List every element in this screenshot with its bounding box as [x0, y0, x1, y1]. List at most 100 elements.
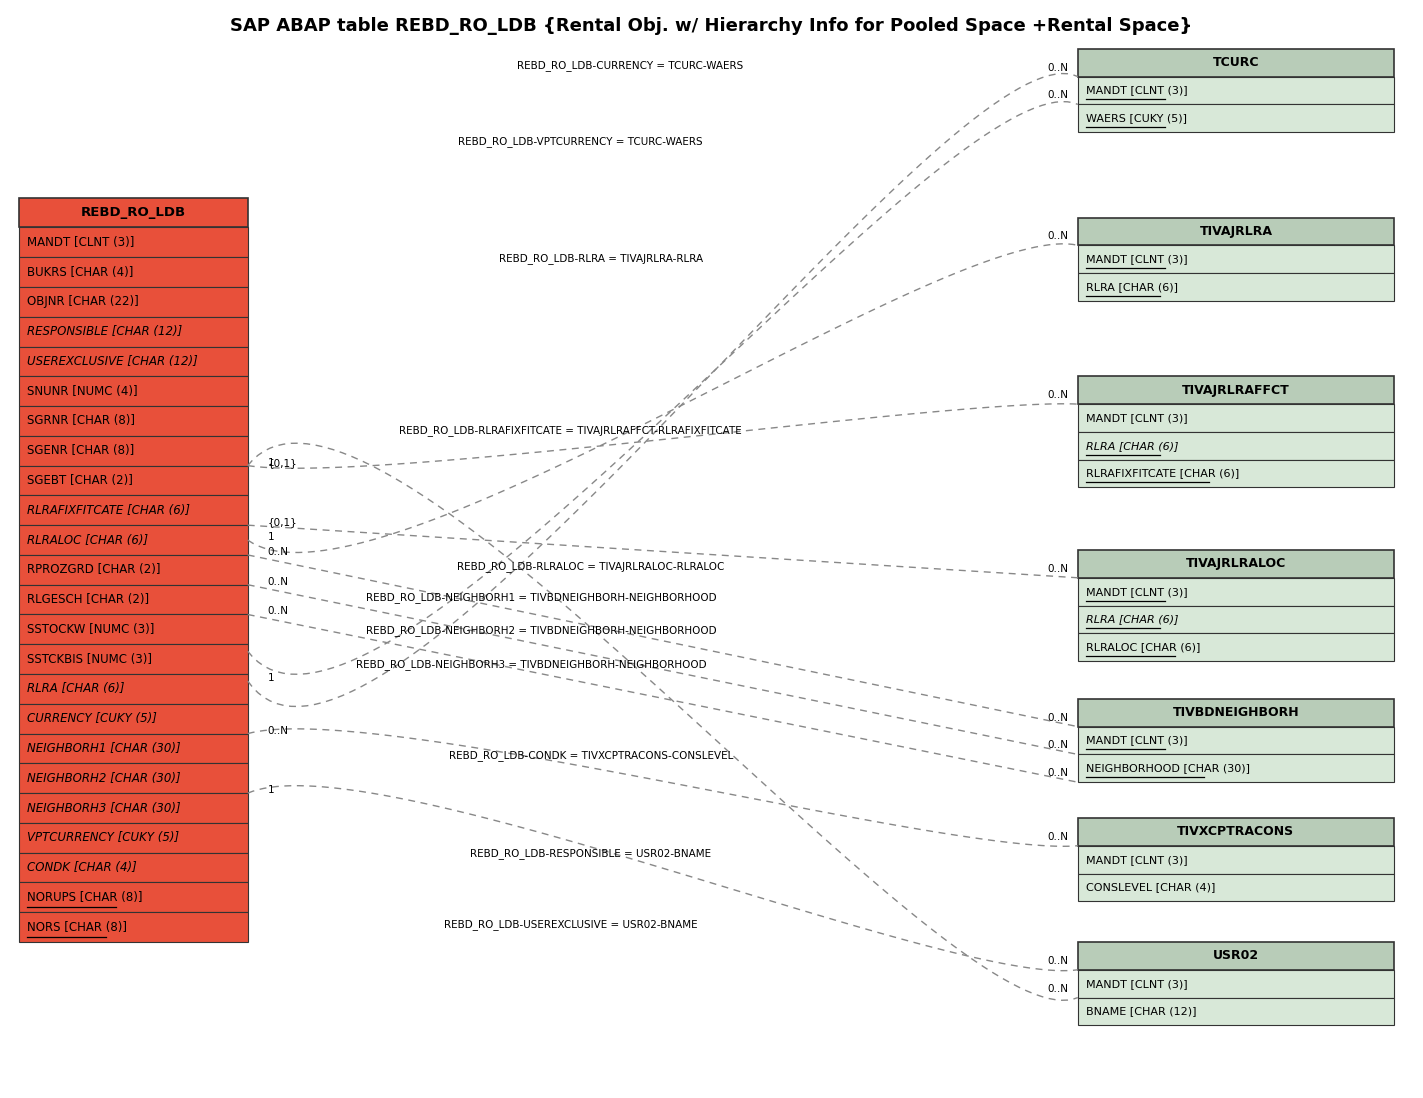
Text: SSTCKBIS [NUMC (3)]: SSTCKBIS [NUMC (3)]: [27, 652, 152, 665]
Bar: [1077, 970, 1395, 998]
Bar: [18, 733, 248, 763]
Text: SGEBT [CHAR (2)]: SGEBT [CHAR (2)]: [27, 474, 132, 488]
Text: 0..N: 0..N: [1047, 956, 1067, 966]
Text: SNUNR [NUMC (4)]: SNUNR [NUMC (4)]: [27, 384, 138, 397]
Bar: [18, 377, 248, 406]
Text: RLRA [CHAR (6)]: RLRA [CHAR (6)]: [1086, 440, 1178, 451]
Bar: [1077, 48, 1395, 77]
Text: 0..N: 0..N: [1047, 832, 1067, 842]
Text: 0..N: 0..N: [1047, 769, 1067, 778]
Bar: [1077, 998, 1395, 1026]
Text: REBD_RO_LDB-RLRA = TIVAJRLRA-RLRA: REBD_RO_LDB-RLRA = TIVAJRLRA-RLRA: [498, 253, 703, 264]
Text: OBJNR [CHAR (22)]: OBJNR [CHAR (22)]: [27, 295, 139, 309]
Text: RLRALOC [CHAR (6)]: RLRALOC [CHAR (6)]: [1086, 642, 1200, 652]
Text: TIVAJRLRALOC: TIVAJRLRALOC: [1185, 558, 1286, 570]
Bar: [18, 585, 248, 615]
Bar: [18, 554, 248, 585]
Text: USR02: USR02: [1212, 950, 1259, 962]
Text: RLRAFIXFITCATE [CHAR (6)]: RLRAFIXFITCATE [CHAR (6)]: [27, 504, 191, 517]
Bar: [18, 793, 248, 822]
Bar: [18, 257, 248, 287]
Text: WAERS [CUKY (5)]: WAERS [CUKY (5)]: [1086, 113, 1187, 123]
Bar: [1077, 217, 1395, 245]
Bar: [1077, 942, 1395, 970]
Text: REBD_RO_LDB-CURRENCY = TCURC-WAERS: REBD_RO_LDB-CURRENCY = TCURC-WAERS: [518, 60, 744, 71]
Text: CURRENCY [CUKY (5)]: CURRENCY [CUKY (5)]: [27, 713, 157, 725]
Bar: [18, 615, 248, 645]
Bar: [1077, 550, 1395, 578]
Bar: [18, 763, 248, 793]
Bar: [18, 912, 248, 942]
Bar: [1077, 698, 1395, 727]
Bar: [1077, 77, 1395, 104]
Bar: [18, 525, 248, 554]
Text: CONSLEVEL [CHAR (4)]: CONSLEVEL [CHAR (4)]: [1086, 883, 1215, 893]
Text: REBD_RO_LDB-RLRAFIXFITCATE = TIVAJRLRAFFCT-RLRAFIXFITCATE: REBD_RO_LDB-RLRAFIXFITCATE = TIVAJRLRAFF…: [400, 425, 743, 436]
Text: MANDT [CLNT (3)]: MANDT [CLNT (3)]: [1086, 413, 1187, 423]
Text: USEREXCLUSIVE [CHAR (12)]: USEREXCLUSIVE [CHAR (12)]: [27, 355, 198, 368]
Text: 1: 1: [268, 673, 275, 683]
Text: RLRA [CHAR (6)]: RLRA [CHAR (6)]: [27, 683, 125, 695]
Text: TIVAJRLRA: TIVAJRLRA: [1200, 225, 1272, 238]
Text: MANDT [CLNT (3)]: MANDT [CLNT (3)]: [1086, 978, 1187, 988]
Text: REBD_RO_LDB-RESPONSIBLE = USR02-BNAME: REBD_RO_LDB-RESPONSIBLE = USR02-BNAME: [470, 849, 712, 859]
Text: RLRALOC [CHAR (6)]: RLRALOC [CHAR (6)]: [27, 534, 148, 547]
Bar: [18, 347, 248, 377]
Text: MANDT [CLNT (3)]: MANDT [CLNT (3)]: [1086, 586, 1187, 596]
Text: 0..N: 0..N: [1047, 984, 1067, 994]
Bar: [1077, 460, 1395, 488]
Text: BNAME [CHAR (12)]: BNAME [CHAR (12)]: [1086, 1007, 1197, 1017]
Text: RESPONSIBLE [CHAR (12)]: RESPONSIBLE [CHAR (12)]: [27, 325, 182, 338]
Text: MANDT [CLNT (3)]: MANDT [CLNT (3)]: [1086, 736, 1187, 746]
Text: MANDT [CLNT (3)]: MANDT [CLNT (3)]: [27, 236, 134, 249]
Bar: [1077, 845, 1395, 874]
Text: REBD_RO_LDB: REBD_RO_LDB: [81, 206, 186, 220]
Text: TIVXCPTRACONS: TIVXCPTRACONS: [1177, 826, 1295, 839]
Text: BUKRS [CHAR (4)]: BUKRS [CHAR (4)]: [27, 266, 134, 279]
Text: NORUPS [CHAR (8)]: NORUPS [CHAR (8)]: [27, 890, 142, 904]
Text: VPTCURRENCY [CUKY (5)]: VPTCURRENCY [CUKY (5)]: [27, 831, 179, 844]
Bar: [1077, 874, 1395, 901]
Text: 0..N: 0..N: [1047, 713, 1067, 722]
Text: NEIGHBORHOOD [CHAR (30)]: NEIGHBORHOOD [CHAR (30)]: [1086, 763, 1249, 773]
Text: REBD_RO_LDB-VPTCURRENCY = TCURC-WAERS: REBD_RO_LDB-VPTCURRENCY = TCURC-WAERS: [458, 136, 703, 146]
Text: RLGESCH [CHAR (2)]: RLGESCH [CHAR (2)]: [27, 593, 149, 606]
Text: TIVBDNEIGHBORH: TIVBDNEIGHBORH: [1173, 706, 1299, 719]
Bar: [18, 436, 248, 466]
Bar: [1077, 377, 1395, 404]
Bar: [18, 822, 248, 853]
Bar: [18, 317, 248, 347]
Bar: [1077, 104, 1395, 132]
Text: NEIGHBORH2 [CHAR (30)]: NEIGHBORH2 [CHAR (30)]: [27, 772, 181, 785]
Bar: [1077, 273, 1395, 301]
Text: MANDT [CLNT (3)]: MANDT [CLNT (3)]: [1086, 86, 1187, 96]
Text: {0,1}: {0,1}: [268, 517, 297, 527]
Bar: [1077, 634, 1395, 661]
Text: REBD_RO_LDB-USEREXCLUSIVE = USR02-BNAME: REBD_RO_LDB-USEREXCLUSIVE = USR02-BNAME: [444, 919, 697, 930]
Text: SAP ABAP table REBD_RO_LDB {Rental Obj. w/ Hierarchy Info for Pooled Space +Rent: SAP ABAP table REBD_RO_LDB {Rental Obj. …: [231, 16, 1192, 35]
Text: REBD_RO_LDB-NEIGHBORH3 = TIVBDNEIGHBORH-NEIGHBORHOOD: REBD_RO_LDB-NEIGHBORH3 = TIVBDNEIGHBORH-…: [356, 659, 706, 670]
Bar: [1077, 818, 1395, 845]
Text: REBD_RO_LDB-RLRALOC = TIVAJRLRALOC-RLRALOC: REBD_RO_LDB-RLRALOC = TIVAJRLRALOC-RLRAL…: [457, 561, 724, 572]
Bar: [1077, 578, 1395, 606]
Bar: [1077, 404, 1395, 432]
Bar: [18, 674, 248, 704]
Bar: [18, 495, 248, 525]
Bar: [18, 227, 248, 257]
Text: RLRA [CHAR (6)]: RLRA [CHAR (6)]: [1086, 615, 1178, 625]
Bar: [18, 883, 248, 912]
Text: NEIGHBORH1 [CHAR (30)]: NEIGHBORH1 [CHAR (30)]: [27, 742, 181, 755]
Text: REBD_RO_LDB-NEIGHBORH1 = TIVBDNEIGHBORH-NEIGHBORHOOD: REBD_RO_LDB-NEIGHBORH1 = TIVBDNEIGHBORH-…: [366, 592, 716, 603]
Text: 1: 1: [268, 785, 275, 795]
Bar: [18, 406, 248, 436]
Bar: [18, 287, 248, 317]
Text: 0..N: 0..N: [268, 726, 289, 736]
Bar: [1077, 245, 1395, 273]
Bar: [18, 853, 248, 883]
Text: NEIGHBORH3 [CHAR (30)]: NEIGHBORH3 [CHAR (30)]: [27, 802, 181, 815]
Text: REBD_RO_LDB-CONDK = TIVXCPTRACONS-CONSLEVEL: REBD_RO_LDB-CONDK = TIVXCPTRACONS-CONSLE…: [448, 750, 733, 761]
Text: RLRAFIXFITCATE [CHAR (6)]: RLRAFIXFITCATE [CHAR (6)]: [1086, 469, 1239, 479]
Bar: [18, 466, 248, 495]
Text: 0..N: 0..N: [268, 606, 289, 616]
Text: TIVAJRLRAFFCT: TIVAJRLRAFFCT: [1183, 383, 1289, 396]
